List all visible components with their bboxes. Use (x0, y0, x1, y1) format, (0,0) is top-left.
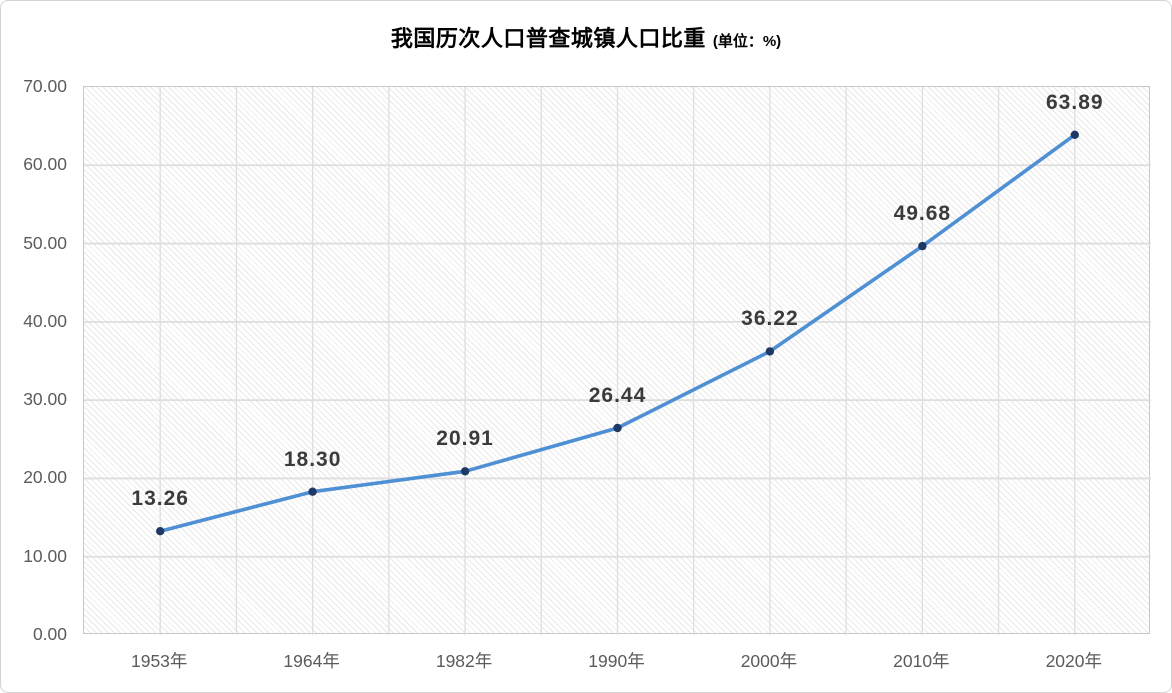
data-point-marker (1070, 130, 1079, 139)
data-point-marker (918, 241, 927, 251)
data-point-marker (613, 423, 622, 433)
data-label: 18.30 (283, 447, 342, 471)
data-point-marker (765, 347, 775, 356)
x-axis-tick-label: 1982年 (435, 651, 493, 671)
chart-title-unit: (单位：%) (712, 33, 782, 50)
data-point-marker (156, 527, 165, 536)
y-axis-tick-label: 0.00 (32, 624, 67, 644)
data-label: 63.89 (1046, 90, 1104, 114)
line-chart-svg (84, 87, 1151, 635)
x-axis-tick-label: 2010年 (893, 651, 950, 671)
y-axis-tick-label: 60.00 (23, 154, 67, 175)
data-label: 36.22 (741, 307, 799, 331)
y-axis-tick-label: 70.00 (23, 76, 67, 96)
y-axis-tick-label: 20.00 (23, 467, 67, 488)
data-label: 20.91 (436, 427, 494, 451)
x-axis-tick-label: 2020年 (1045, 651, 1102, 671)
y-axis-tick-label: 40.00 (23, 310, 67, 331)
x-axis-tick-label: 1953年 (130, 651, 188, 671)
chart-title: 我国历次人口普查城镇人口比重 (单位：%) (1, 21, 1171, 53)
x-axis-tick-label: 1990年 (588, 651, 645, 671)
y-axis-tick-label: 30.00 (23, 389, 67, 410)
y-axis-tick-label: 10.00 (23, 545, 67, 566)
plot-area: 13.26 18.30 20.91 26.44 36.22 49.68 63.89 (83, 86, 1151, 635)
data-point-marker (308, 487, 317, 496)
y-axis-tick-label: 50.00 (23, 232, 67, 253)
chart-title-text: 我国历次人口普查城镇人口比重 (390, 26, 706, 51)
data-label: 49.68 (893, 202, 952, 226)
data-label: 13.26 (131, 487, 189, 511)
data-label: 26.44 (588, 384, 647, 407)
x-axis-tick-label: 1964年 (283, 651, 340, 671)
data-point-marker (460, 467, 470, 476)
x-axis-tick-label: 2000年 (740, 651, 798, 671)
